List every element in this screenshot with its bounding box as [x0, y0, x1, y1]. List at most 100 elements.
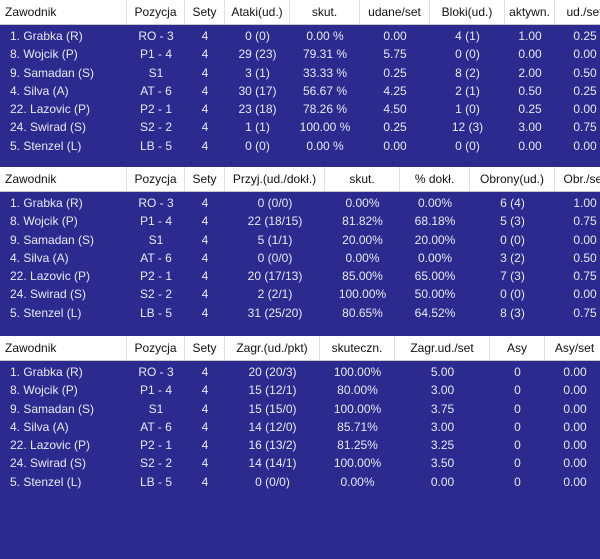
table-cell: 0.75 [573, 214, 597, 229]
column-header[interactable]: aktywn. [505, 0, 555, 24]
table-row[interactable]: 24. Swirad (S) S2 - 2 4 1 (1) 100.00 % 0.25 12… [0, 118, 600, 136]
table-cell: 15 (15/0) [248, 401, 297, 416]
column-header[interactable]: Zagr.ud./set [395, 336, 490, 360]
table-row[interactable]: 4. Silva (A) AT - 6 4 14 (12/0) 85.71% 3.00 0 0… [0, 418, 600, 436]
table-cell: 0.00% [345, 250, 380, 265]
column-header[interactable]: Ataki(ud.) [225, 0, 290, 24]
column-header[interactable]: Asy/set [545, 336, 600, 360]
table-cell: 64.52% [414, 305, 456, 320]
table-cell: 4 [201, 269, 209, 284]
table-cell: 3.00 [430, 383, 455, 398]
table-cell: 100.00% [333, 456, 382, 471]
column-header[interactable]: skuteczn. [320, 336, 395, 360]
table-cell: 4 [201, 438, 209, 453]
column-header[interactable]: Zagr.(ud./pkt) [225, 336, 320, 360]
table-cell: 0.00% [417, 250, 453, 265]
table-cell: 100.00 % [299, 120, 351, 135]
column-header[interactable]: Przyj.(ud./dokł.) [225, 167, 325, 191]
column-header[interactable]: Sety [185, 336, 225, 360]
table-cell: 0.00% [340, 474, 375, 489]
table-cell: 4 (1) [455, 29, 480, 43]
column-header[interactable]: skut. [290, 0, 360, 24]
table-cell: AT - 6 [140, 250, 172, 265]
table-cell: S1 [148, 232, 164, 247]
column-header[interactable]: ud./set [555, 0, 600, 24]
table-cell: 0.00 [383, 29, 407, 43]
table-row[interactable]: 22. Lazovic (P) P2 - 1 4 20 (17/13) 85.00% 65… [0, 267, 600, 285]
table-header: Zawodnik Pozycja Sety Ataki(ud.) skut. udane/… [0, 0, 600, 25]
table-cell: 0.00 % [306, 138, 344, 153]
serve-stats-table: Zawodnik Pozycja Sety Zagr.(ud./pkt) skutecz… [0, 336, 600, 491]
table-row[interactable]: 5. Stenzel (L) LB - 5 4 0 (0) 0.00 % 0.00 0 (0… [0, 137, 600, 155]
column-header[interactable]: Pozycja [127, 336, 185, 360]
table-cell: 4 [201, 214, 209, 229]
table-row[interactable]: 1. Grabka (R) RO - 3 4 20 (20/3) 100.00% 5.00… [0, 363, 600, 381]
table-cell: 3.25 [430, 438, 455, 453]
table-cell: 1 (1) [245, 120, 270, 135]
column-header[interactable]: Obr./set [555, 167, 600, 191]
table-cell: 12 (3) [451, 120, 484, 135]
column-header[interactable]: Zawodnik [0, 167, 127, 191]
column-header[interactable]: Obrony(ud.) [470, 167, 555, 191]
column-header[interactable]: udane/set [360, 0, 430, 24]
table-cell: 0.00 [518, 47, 542, 62]
column-header[interactable]: Sety [185, 167, 225, 191]
table-cell: 5. Stenzel (L) [10, 474, 82, 489]
table-cell: 3 (2) [500, 250, 525, 265]
table-row[interactable]: 9. Samadan (S) S1 4 5 (1/1) 20.00% 20.00% 0 (0… [0, 231, 600, 249]
table-row[interactable]: 5. Stenzel (L) LB - 5 4 31 (25/20) 80.65% 64.… [0, 304, 600, 322]
column-header[interactable]: % dokł. [400, 167, 470, 191]
column-header[interactable]: Zawodnik [0, 336, 127, 360]
table-row[interactable]: 8. Wojcik (P) P1 - 4 4 22 (18/15) 81.82% 68.1… [0, 212, 600, 230]
table-cell: 0 (0/0) [257, 196, 293, 210]
table-row[interactable]: 5. Stenzel (L) LB - 5 4 0 (0/0) 0.00% 0.00 0 0.… [0, 473, 600, 491]
table-row[interactable]: 8. Wojcik (P) P1 - 4 4 29 (23) 79.31 % 5.75 0 … [0, 45, 600, 63]
table-cell: 22 (18/15) [247, 214, 303, 229]
table-cell: 0 (0/0) [255, 474, 290, 489]
table-cell: 0.00% [417, 196, 453, 210]
table-cell: 0 [514, 419, 521, 434]
table-row[interactable]: 22. Lazovic (P) P2 - 1 4 23 (18) 78.26 % 4.50… [0, 100, 600, 118]
table-cell: 85.00% [342, 269, 383, 284]
table-cell: 78.26 % [302, 102, 348, 117]
table-cell: 0.00 [563, 456, 587, 471]
table-row[interactable]: 9. Samadan (S) S1 4 15 (15/0) 100.00% 3.75 0 0.… [0, 400, 600, 418]
column-header[interactable]: Asy [490, 336, 545, 360]
table-cell: 0.00 [430, 474, 455, 489]
table-cell: 0.00 [573, 232, 597, 247]
column-header[interactable]: Pozycja [127, 167, 185, 191]
table-row[interactable]: 9. Samadan (S) S1 4 3 (1) 33.33 % 0.25 8 (2) 2.… [0, 64, 600, 82]
table-row[interactable]: 1. Grabka (R) RO - 3 4 0 (0) 0.00 % 0.00 4 (1)… [0, 27, 600, 45]
column-header[interactable]: Sety [185, 0, 225, 24]
table-row[interactable]: 24. Swirad (S) S2 - 2 4 14 (14/1) 100.00% 3.5… [0, 454, 600, 472]
table-row[interactable]: 4. Silva (A) AT - 6 4 0 (0/0) 0.00% 0.00% 3 (2… [0, 249, 600, 267]
table-row[interactable]: 22. Lazovic (P) P2 - 1 4 16 (13/2) 81.25% 3.2… [0, 436, 600, 454]
column-header[interactable]: Pozycja [127, 0, 185, 24]
table-cell: 0 [514, 456, 521, 471]
column-header[interactable]: skut. [325, 167, 400, 191]
table-cell: 4 [201, 120, 209, 135]
table-cell: 14 (12/0) [248, 419, 297, 434]
table-cell: 4 [201, 102, 209, 117]
column-header[interactable]: Bloki(ud.) [430, 0, 505, 24]
table-cell: 68.18% [414, 214, 456, 229]
table-row[interactable]: 1. Grabka (R) RO - 3 4 0 (0/0) 0.00% 0.00% 6 (… [0, 194, 600, 212]
table-cell: 4 [201, 401, 209, 416]
table-cell: 0.25 [573, 29, 597, 43]
table-cell: 81.25% [337, 438, 378, 453]
table-row[interactable]: 8. Wojcik (P) P1 - 4 4 15 (12/1) 80.00% 3.00 0… [0, 381, 600, 399]
table-cell: 4 [201, 305, 209, 320]
table-header: Zawodnik Pozycja Sety Przyj.(ud./dokł.) skut… [0, 167, 600, 192]
table-cell: 0.25 [383, 65, 407, 80]
table-cell: S2 - 2 [139, 456, 172, 471]
table-cell: 1.00 [518, 29, 542, 43]
table-row[interactable]: 24. Swirad (S) S2 - 2 4 2 (2/1) 100.00% 50.00… [0, 285, 600, 303]
column-header[interactable]: Zawodnik [0, 0, 127, 24]
table-cell: 3.00 [518, 120, 542, 135]
table-cell: 9. Samadan (S) [10, 65, 95, 80]
table-row[interactable]: 4. Silva (A) AT - 6 4 30 (17) 56.67 % 4.25 2 (… [0, 82, 600, 100]
table-cell: 0 [514, 438, 521, 453]
table-cell: 3.00 [430, 419, 455, 434]
table-cell: 0.00 [563, 419, 587, 434]
table-cell: 0.50 [573, 65, 597, 80]
